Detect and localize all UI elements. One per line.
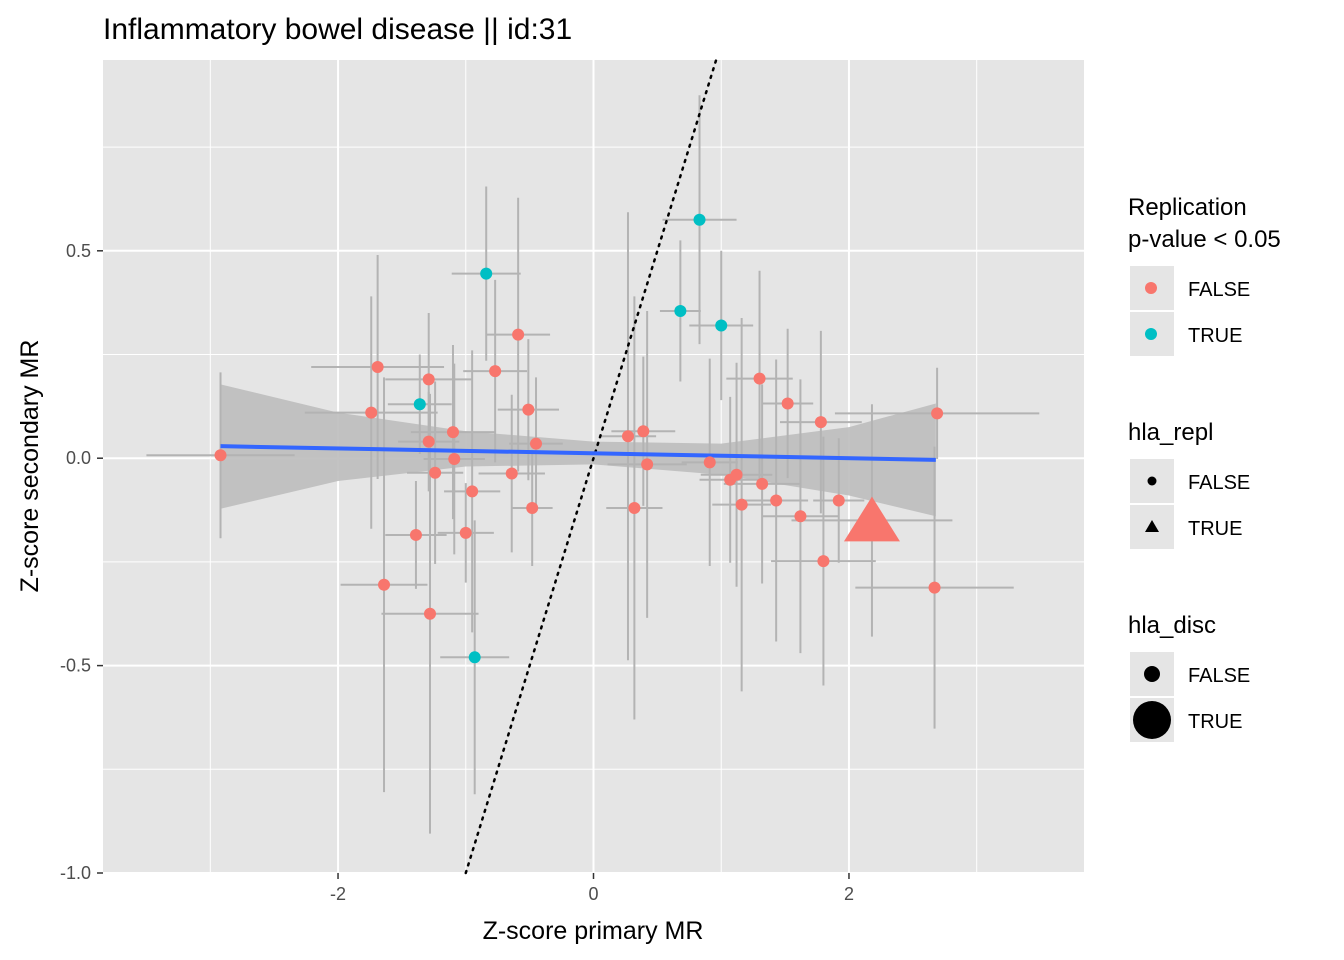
non-replicated-point bbox=[637, 425, 650, 438]
reference-line-layer bbox=[464, 58, 718, 875]
legend-replication-title-line1: Replication bbox=[1128, 194, 1247, 221]
non-replicated-point bbox=[628, 501, 641, 514]
y-tick-label: -1.0 bbox=[60, 863, 91, 883]
legend-replication: Replication p-value < 0.05 FALSE TRUE bbox=[1128, 194, 1281, 356]
y-axis-title: Z-score secondary MR bbox=[16, 340, 44, 593]
legend-key-large-size bbox=[1133, 701, 1171, 739]
point-layer bbox=[214, 213, 944, 664]
non-replicated-point bbox=[770, 494, 783, 507]
non-replicated-point bbox=[378, 578, 391, 591]
non-replicated-point bbox=[522, 403, 535, 416]
y-tick-label: 0.5 bbox=[66, 241, 91, 261]
x-tick-label: 2 bbox=[844, 884, 854, 904]
non-replicated-point bbox=[429, 466, 442, 479]
replicated-point bbox=[413, 398, 426, 411]
legend-hla-repl-true-label: TRUE bbox=[1188, 518, 1242, 540]
non-replicated-point bbox=[735, 498, 748, 511]
legend-replication-false-label: FALSE bbox=[1188, 279, 1250, 301]
legend-key-circle-shape bbox=[1147, 476, 1157, 486]
x-tick-label: 0 bbox=[588, 884, 598, 904]
legend-hla-disc-title: hla_disc bbox=[1128, 612, 1216, 639]
chart-title: Inflammatory bowel disease || id:31 bbox=[103, 13, 572, 46]
legend-replication-title-line2: p-value < 0.05 bbox=[1128, 226, 1281, 253]
x-axis-title: Z-score primary MR bbox=[483, 917, 704, 945]
legend-key-false-point bbox=[1145, 282, 1157, 294]
non-replicated-point bbox=[365, 406, 378, 419]
non-replicated-point bbox=[489, 365, 502, 378]
confidence-ribbon bbox=[220, 384, 936, 517]
legend-hla-disc-false-label: FALSE bbox=[1188, 665, 1250, 687]
non-replicated-point bbox=[641, 458, 654, 471]
non-replicated-point bbox=[814, 416, 827, 429]
legend-hla-disc-true-label: TRUE bbox=[1188, 711, 1242, 733]
confidence-ribbon-layer bbox=[220, 384, 936, 517]
replicated-point bbox=[715, 319, 728, 332]
x-tick-label: -2 bbox=[330, 884, 346, 904]
non-replicated-point bbox=[794, 510, 807, 523]
non-replicated-point bbox=[505, 467, 518, 480]
non-replicated-point bbox=[424, 607, 436, 620]
non-replicated-point bbox=[466, 485, 479, 498]
non-replicated-point bbox=[526, 501, 539, 514]
non-replicated-point bbox=[781, 397, 794, 410]
legend-replication-true-label: TRUE bbox=[1188, 325, 1242, 347]
non-replicated-point bbox=[459, 526, 472, 539]
non-replicated-point bbox=[409, 528, 422, 541]
identity-reference-line bbox=[464, 58, 718, 875]
non-replicated-point bbox=[817, 555, 830, 568]
y-tick-label: 0.0 bbox=[66, 448, 91, 468]
non-replicated-point bbox=[756, 477, 769, 490]
replicated-point bbox=[480, 267, 493, 280]
non-replicated-point bbox=[928, 581, 941, 594]
replicated-point bbox=[674, 304, 687, 317]
non-replicated-point bbox=[703, 456, 716, 469]
legend-key-triangle-shape bbox=[1145, 520, 1159, 532]
non-replicated-point bbox=[512, 328, 525, 341]
replicated-point bbox=[468, 651, 481, 664]
non-replicated-point bbox=[422, 435, 435, 448]
legend-hla-repl-false-label: FALSE bbox=[1188, 472, 1250, 494]
legend-key-true-point bbox=[1145, 328, 1157, 340]
non-replicated-point bbox=[621, 430, 634, 443]
fit-line-layer bbox=[220, 444, 936, 462]
replicated-point bbox=[693, 213, 706, 226]
non-replicated-point bbox=[931, 407, 944, 420]
non-replicated-point bbox=[422, 373, 435, 386]
non-replicated-point bbox=[371, 360, 384, 373]
non-replicated-point bbox=[446, 426, 459, 439]
legend-hla-repl: hla_repl FALSE TRUE bbox=[1128, 419, 1250, 549]
axis-layer: -2 0 2 -1.0 -0.5 0.0 0.5 bbox=[60, 241, 854, 904]
non-replicated-point bbox=[832, 494, 845, 507]
y-tick-label: -0.5 bbox=[60, 656, 91, 676]
legend-key-small-size bbox=[1144, 666, 1160, 682]
non-replicated-point bbox=[753, 372, 766, 385]
legend-hla-disc: hla_disc FALSE TRUE bbox=[1128, 612, 1250, 742]
non-replicated-point bbox=[730, 468, 743, 481]
regression-line bbox=[220, 444, 936, 462]
non-replicated-point bbox=[214, 449, 227, 462]
non-replicated-point bbox=[530, 437, 543, 450]
hla-triangle-point bbox=[843, 496, 900, 542]
non-replicated-point bbox=[448, 453, 461, 466]
legend-hla-repl-title: hla_repl bbox=[1128, 419, 1213, 446]
